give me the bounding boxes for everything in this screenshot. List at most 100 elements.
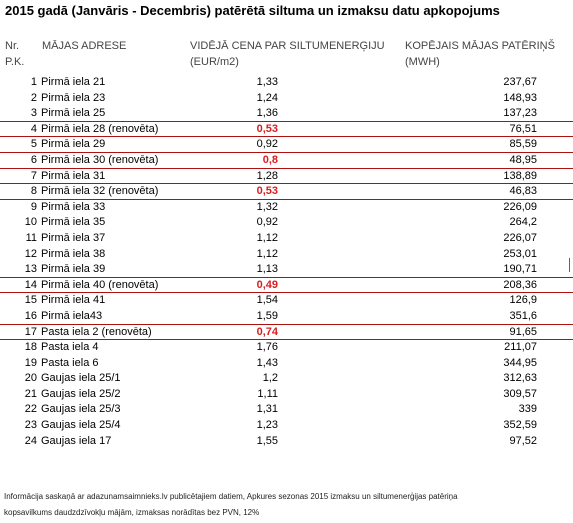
row-number: 8 xyxy=(30,185,37,198)
row-total: 352,59 xyxy=(503,419,537,432)
row-address: Pirmā iela 35 xyxy=(41,216,106,229)
row-number: 3 xyxy=(30,107,37,120)
row-address: Pirmā iela 39 xyxy=(41,263,106,276)
row-total: 190,71 xyxy=(503,263,537,276)
row-total: 344,95 xyxy=(503,356,537,369)
table-row: 5 Pirmā iela 29 0,92 85,59 xyxy=(0,137,573,153)
footer-note: Informācija saskaņā ar adazunamsaimnieks… xyxy=(4,489,569,521)
row-number: 23 xyxy=(24,419,37,432)
row-total: 264,2 xyxy=(509,216,537,229)
row-price: 1,13 xyxy=(256,263,278,276)
row-address: Gaujas iela 25/4 xyxy=(41,419,121,432)
row-price: 0,92 xyxy=(256,216,278,229)
row-number: 2 xyxy=(30,91,37,104)
table-row: 2 Pirmā iela 23 1,24 148,93 xyxy=(0,91,573,107)
table-row: 6 Pirmā iela 30 (renovēta) 0,8 48,95 xyxy=(0,153,573,169)
row-total: 76,51 xyxy=(509,122,537,135)
row-address: Pirmā iela 38 xyxy=(41,247,106,260)
row-address: Gaujas iela 17 xyxy=(41,434,112,447)
row-address: Pirmā iela 33 xyxy=(41,200,106,213)
row-total: 339 xyxy=(518,403,537,416)
row-address: Pirmā iela 21 xyxy=(41,76,106,88)
row-price: 1,36 xyxy=(256,107,278,120)
row-number: 20 xyxy=(24,372,37,385)
row-address: Pasta iela 2 (renovēta) xyxy=(41,325,152,338)
row-price: 0,92 xyxy=(256,138,278,151)
header-address: MĀJAS ADRESE xyxy=(42,38,126,54)
row-address: Pirmā iela 30 (renovēta) xyxy=(41,153,159,166)
row-price: 1,76 xyxy=(256,341,278,354)
row-number: 21 xyxy=(24,387,37,400)
row-total: 208,36 xyxy=(503,278,537,291)
page-title: 2015 gadā (Janvāris - Decembris) patērēt… xyxy=(5,3,500,18)
row-address: Gaujas iela 25/2 xyxy=(41,387,121,400)
row-number: 11 xyxy=(25,231,37,244)
row-price: 1,11 xyxy=(257,387,278,400)
row-total: 226,07 xyxy=(503,231,537,244)
table-row: 7 Pirmā iela 31 1,28 138,89 xyxy=(0,169,573,185)
header-total-line1: KOPĒJAIS MĀJAS PATĒRIŅŠ xyxy=(405,40,555,52)
row-price: 0,74 xyxy=(256,325,278,338)
row-address: Pirmā iela 25 xyxy=(41,107,106,120)
row-total: 237,67 xyxy=(503,76,537,88)
header-total-line2: (MWH) xyxy=(405,56,440,68)
row-number: 4 xyxy=(30,122,37,135)
footer-line1: Informācija saskaņā ar adazunamsaimnieks… xyxy=(4,492,458,501)
table-row: 17 Pasta iela 2 (renovēta) 0,74 91,65 xyxy=(0,325,573,341)
row-address: Pirmā iela43 xyxy=(41,309,103,322)
table-row: 16 Pirmā iela43 1,59 351,6 xyxy=(0,309,573,325)
table-row: 14 Pirmā iela 40 (renovēta) 0,49 208,36 xyxy=(0,278,573,294)
row-number: 17 xyxy=(24,325,37,338)
row-number: 18 xyxy=(24,341,37,354)
row-price: 1,24 xyxy=(256,91,278,104)
header-price-line1: VIDĒJĀ CENA PAR SILTUMENERĢIJU xyxy=(190,40,385,52)
row-total: 85,59 xyxy=(509,138,537,151)
table-row: 19 Pasta iela 6 1,43 344,95 xyxy=(0,356,573,372)
row-address: Pasta iela 6 xyxy=(41,356,99,369)
table-row: 22 Gaujas iela 25/3 1,31 339 xyxy=(0,402,573,418)
header-total: KOPĒJAIS MĀJAS PATĒRIŅŠ (MWH) xyxy=(405,38,555,70)
row-number: 9 xyxy=(30,200,37,213)
row-total: 126,9 xyxy=(509,294,537,307)
data-table: 1 Pirmā iela 21 1,33 237,67 2 Pirmā iela 23 1,… xyxy=(0,75,573,449)
row-price: 0,49 xyxy=(256,278,278,291)
row-address: Pirmā iela 32 (renovēta) xyxy=(41,185,159,198)
table-row: 18 Pasta iela 4 1,76 211,07 xyxy=(0,340,573,356)
row-total: 97,52 xyxy=(509,434,537,447)
table-row: 3 Pirmā iela 25 1,36 137,23 xyxy=(0,106,573,122)
row-address: Gaujas iela 25/3 xyxy=(41,403,121,416)
row-number: 7 xyxy=(30,169,37,182)
table-row: 10 Pirmā iela 35 0,92 264,2 xyxy=(0,215,573,231)
table-row: 20 Gaujas iela 25/1 1,2 312,63 xyxy=(0,371,573,387)
table-row: 24 Gaujas iela 17 1,55 97,52 xyxy=(0,434,573,450)
footer-line2: kopsavilkums daudzdzīvokļu mājām, izmaks… xyxy=(4,508,260,517)
table-row: 15 Pirmā iela 41 1,54 126,9 xyxy=(0,293,573,309)
row-number: 15 xyxy=(24,294,37,307)
row-address: Pirmā iela 31 xyxy=(41,169,106,182)
row-number: 6 xyxy=(30,153,37,166)
row-price: 1,12 xyxy=(256,247,278,260)
row-address: Pirmā iela 28 (renovēta) xyxy=(41,122,159,135)
row-total: 48,95 xyxy=(509,153,537,166)
row-price: 1,12 xyxy=(256,231,278,244)
row-total: 351,6 xyxy=(509,309,537,322)
table-row: 4 Pirmā iela 28 (renovēta) 0,53 76,51 xyxy=(0,122,573,138)
row-number: 22 xyxy=(24,403,37,416)
row-price: 1,31 xyxy=(256,403,278,416)
row-price: 0,53 xyxy=(256,122,278,135)
row-price: 1,23 xyxy=(256,419,278,432)
header-nr-line1: Nr. xyxy=(5,40,20,52)
row-price: 0,53 xyxy=(256,185,278,198)
header-nr: Nr. P.K. xyxy=(5,38,24,70)
row-total: 312,63 xyxy=(503,372,537,385)
table-row: 1 Pirmā iela 21 1,33 237,67 xyxy=(0,75,573,91)
row-price: 1,32 xyxy=(256,200,278,213)
row-address: Pirmā iela 37 xyxy=(41,231,106,244)
row-price: 1,55 xyxy=(256,434,278,447)
table-row: 9 Pirmā iela 33 1,32 226,09 xyxy=(0,200,573,216)
row-address: Pirmā iela 40 (renovēta) xyxy=(41,278,159,291)
row-total: 253,01 xyxy=(503,247,537,260)
row-price: 1,54 xyxy=(256,294,278,307)
header-price-line2: (EUR/m2) xyxy=(190,56,239,68)
row-total: 138,89 xyxy=(503,169,537,182)
